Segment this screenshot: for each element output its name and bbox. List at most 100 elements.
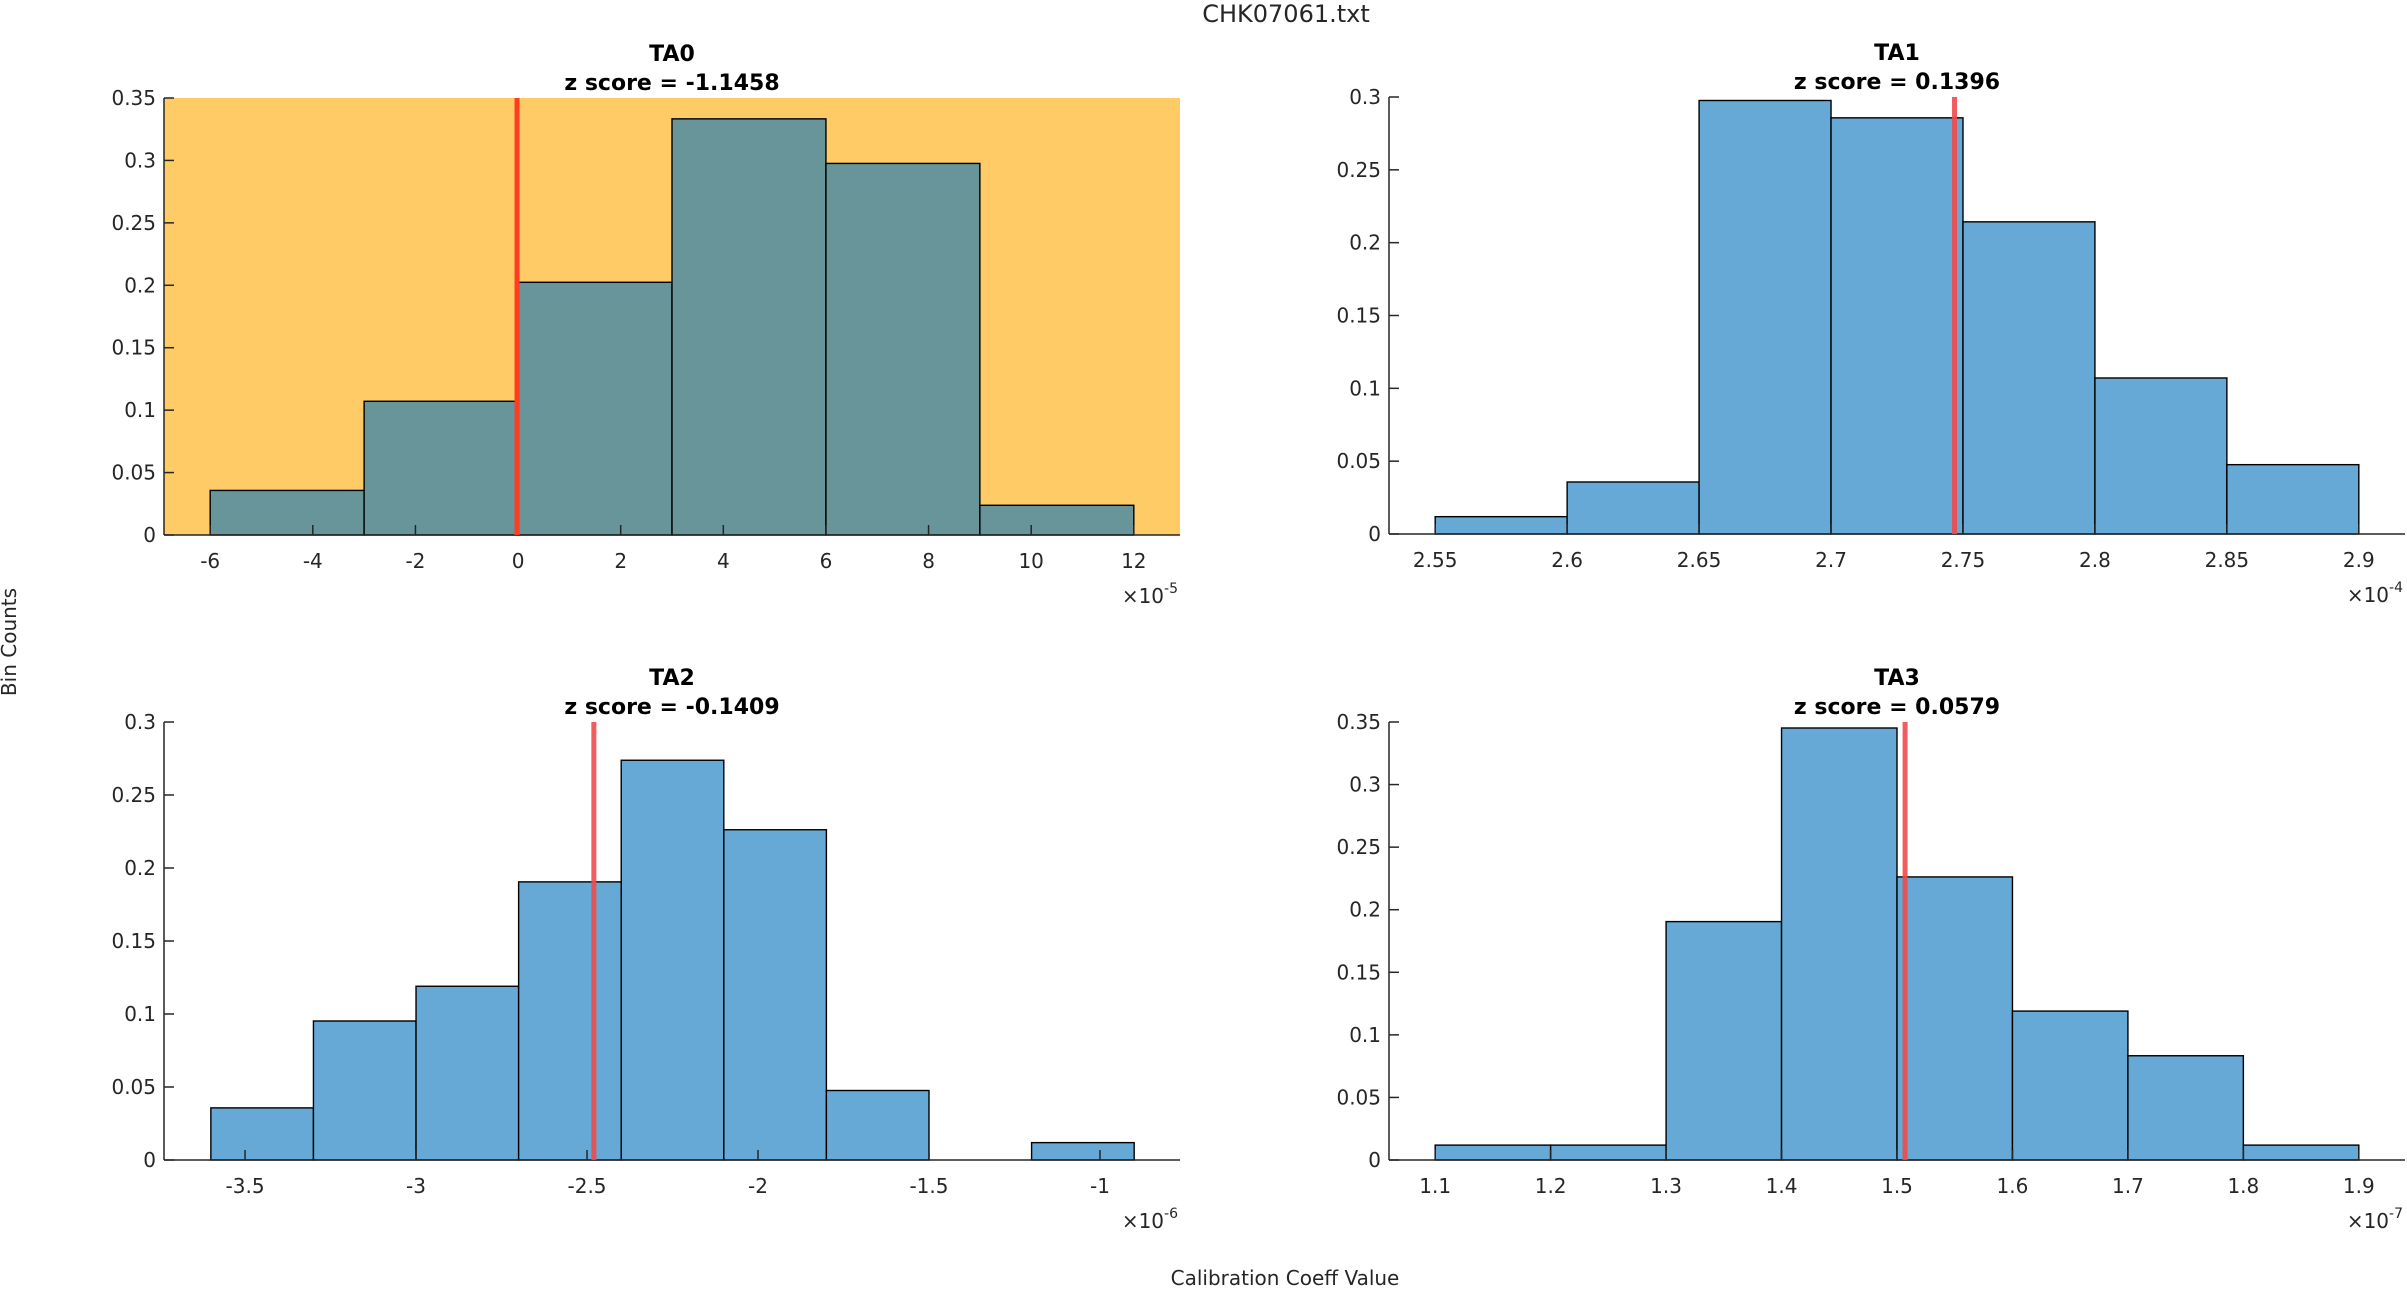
histogram-bar <box>620 759 725 1161</box>
x-tick-label: 1.5 <box>1881 1174 1913 1198</box>
subplot-title: TA3 <box>1874 666 1920 691</box>
y-tick-label: 0.25 <box>111 783 156 807</box>
histogram-bar <box>517 881 622 1161</box>
histogram-bar <box>210 1107 315 1161</box>
y-tick-label: 0.1 <box>1349 1023 1381 1047</box>
histogram-bar <box>2226 463 2360 535</box>
x-tick-label: -2.5 <box>568 1174 607 1198</box>
x-tick-label: 4 <box>717 549 730 573</box>
histogram-bar <box>1030 1141 1135 1161</box>
histogram-bar <box>363 400 519 536</box>
x-exponent-label: ×10-7 <box>2347 1206 2403 1233</box>
x-tick-label: 2.75 <box>1941 548 1986 572</box>
y-axis-label: Bin Counts <box>0 588 21 696</box>
y-tick-label: 0.2 <box>124 856 156 880</box>
subplot-ta3: 0 0.05 0.1 0.15 0.2 0.25 0.3 0.35 1.1 1.2 1.3 1.4 1.… <box>1336 666 2405 1233</box>
x-exponent-value: -4 <box>2389 580 2403 596</box>
x-exponent-value: -6 <box>1164 1206 1178 1222</box>
x-tick-label: 12 <box>1121 549 1146 573</box>
y-tick-label: 0.15 <box>1336 960 1381 984</box>
y-tick-label: 0.1 <box>1349 376 1381 400</box>
x-tick-label: 2.8 <box>2079 548 2111 572</box>
x-tick-label: 1.2 <box>1535 1174 1567 1198</box>
subplot-title: TA1 <box>1874 41 1920 66</box>
histogram-bar <box>1665 920 1783 1161</box>
histogram-bar <box>671 118 827 536</box>
y-tick-label: 0.3 <box>124 148 156 172</box>
histogram-bar <box>1962 221 2096 535</box>
subplot-title: TA2 <box>649 666 695 691</box>
y-tick-label: 0.2 <box>1349 231 1381 255</box>
y-tick-label: 0.25 <box>1336 158 1381 182</box>
histogram-bar <box>2242 1144 2360 1161</box>
y-tick-label: 0.3 <box>124 710 156 734</box>
x-tick-label: 1.3 <box>1650 1174 1682 1198</box>
x-tick-label: 1.1 <box>1419 1174 1451 1198</box>
x-tick-label: 1.7 <box>2112 1174 2144 1198</box>
subplot-subtitle: z score = 0.1396 <box>1794 70 2000 95</box>
subplot-ta0: 0 0.05 0.1 0.15 0.2 0.25 0.3 0.35 -6 -4 -2 0 2 4 6 8 10 1… <box>111 42 1180 608</box>
x-exponent-base: ×10 <box>2347 583 2389 607</box>
x-exponent-value: -5 <box>1164 581 1178 597</box>
x-tick-label: -2 <box>405 549 425 573</box>
x-exponent-base: ×10 <box>2347 1209 2389 1233</box>
histogram-bar <box>1566 481 1700 535</box>
y-tick-label: 0.15 <box>111 336 156 360</box>
y-tick-label: 0.3 <box>1349 85 1381 109</box>
x-tick-label: 2.9 <box>2343 548 2375 572</box>
x-tick-label: 2.65 <box>1677 548 1722 572</box>
y-tick-label: 0 <box>143 523 156 547</box>
y-tick-label: 0.2 <box>124 273 156 297</box>
histogram-bar <box>979 504 1135 536</box>
histogram-bar <box>209 489 365 536</box>
histogram-bar <box>2011 1010 2129 1161</box>
histogram-bar <box>1896 876 2014 1161</box>
histogram-bar <box>415 985 520 1161</box>
x-axis-label: Calibration Coeff Value <box>1171 1266 1400 1290</box>
x-tick-label: 0 <box>512 549 525 573</box>
x-tick-label: 1.4 <box>1766 1174 1798 1198</box>
x-tick-label: -6 <box>200 549 220 573</box>
histogram-bar <box>312 1020 417 1161</box>
y-tick-label: 0.15 <box>1336 304 1381 328</box>
y-tick-label: 0.3 <box>1349 773 1381 797</box>
histogram-bar <box>517 281 673 536</box>
x-tick-label: 6 <box>820 549 833 573</box>
x-tick-label: 2.85 <box>2205 548 2250 572</box>
x-tick-label: 8 <box>922 549 935 573</box>
x-exponent-value: -7 <box>2389 1206 2403 1222</box>
x-tick-label: -3.5 <box>226 1174 265 1198</box>
histogram-bar <box>1549 1144 1667 1161</box>
y-tick-label: 0.25 <box>1336 835 1381 859</box>
histogram-bar <box>1434 515 1568 535</box>
subplot-subtitle: z score = -0.1409 <box>564 695 779 720</box>
y-tick-label: 0.1 <box>124 1002 156 1026</box>
histogram-bar <box>825 162 981 536</box>
histogram-bar <box>1830 117 1964 535</box>
x-tick-label: 2.7 <box>1815 548 1847 572</box>
histogram-bar <box>2127 1055 2245 1161</box>
x-tick-label: -1.5 <box>909 1174 948 1198</box>
y-tick-label: 0.1 <box>124 398 156 422</box>
x-tick-label: 2.55 <box>1413 548 1458 572</box>
y-tick-label: 0.35 <box>111 86 156 110</box>
x-tick-label: 1.8 <box>2227 1174 2259 1198</box>
histogram-bar <box>723 829 828 1161</box>
x-tick-label: 10 <box>1018 549 1043 573</box>
x-exponent-label: ×10-6 <box>1122 1206 1178 1233</box>
y-tick-label: 0 <box>1368 1148 1381 1172</box>
x-tick-label: -2 <box>748 1174 768 1198</box>
histogram-bar <box>1698 99 1832 535</box>
histogram-bar <box>2094 377 2228 535</box>
histogram-bar <box>825 1089 930 1161</box>
y-tick-label: 0.05 <box>111 1075 156 1099</box>
y-tick-label: 0.05 <box>1336 449 1381 473</box>
y-tick-label: 0.2 <box>1349 898 1381 922</box>
x-exponent-label: ×10-4 <box>2347 580 2403 607</box>
subplot-ta1: 0 0.05 0.1 0.15 0.2 0.25 0.3 2.55 2.6 2.65 2.7 2.75… <box>1336 41 2405 607</box>
subplot-subtitle: z score = 0.0579 <box>1794 695 2000 720</box>
y-tick-label: 0.05 <box>1336 1085 1381 1109</box>
y-tick-label: 0 <box>1368 522 1381 546</box>
subplot-title: TA0 <box>649 42 695 67</box>
